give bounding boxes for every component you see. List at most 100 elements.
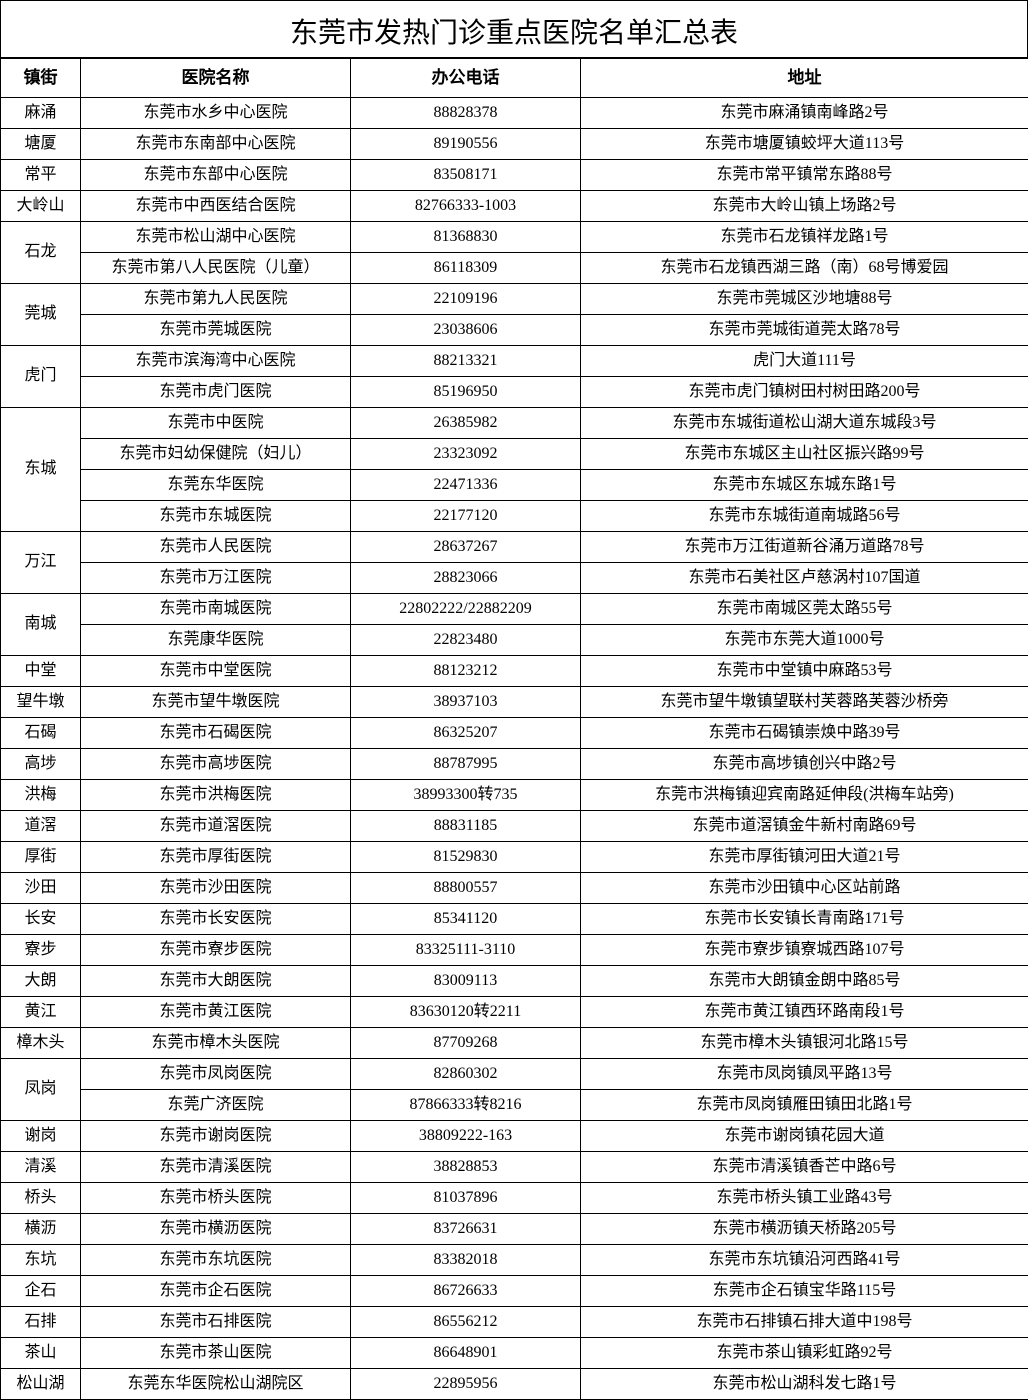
cell-address: 东莞市长安镇长青南路171号 (581, 903, 1028, 934)
cell-phone: 83325111-3110 (351, 934, 581, 965)
table-row: 大岭山东莞市中西医结合医院82766333-1003东莞市大岭山镇上场路2号 (1, 190, 1028, 221)
cell-address: 东莞市东坑镇沿河西路41号 (581, 1244, 1028, 1275)
table-row: 东坑东莞市东坑医院83382018东莞市东坑镇沿河西路41号 (1, 1244, 1028, 1275)
cell-hospital: 东莞市中西医结合医院 (81, 190, 351, 221)
cell-address: 东莞市南城区莞太路55号 (581, 593, 1028, 624)
cell-phone: 82860302 (351, 1058, 581, 1089)
cell-address: 东莞市樟木头镇银河北路15号 (581, 1027, 1028, 1058)
table-row: 桥头东莞市桥头医院81037896东莞市桥头镇工业路43号 (1, 1182, 1028, 1213)
cell-address: 东莞市清溪镇香芒中路6号 (581, 1151, 1028, 1182)
cell-hospital: 东莞市第九人民医院 (81, 283, 351, 314)
cell-phone: 86726633 (351, 1275, 581, 1306)
cell-phone: 81529830 (351, 841, 581, 872)
cell-hospital: 东莞市石碣医院 (81, 717, 351, 748)
table-row: 东莞市第八人民医院（儿童）86118309东莞市石龙镇西湖三路（南）68号博爱园 (1, 252, 1028, 283)
cell-phone: 87709268 (351, 1027, 581, 1058)
cell-town: 樟木头 (1, 1027, 81, 1058)
cell-hospital: 东莞市石排医院 (81, 1306, 351, 1337)
cell-phone: 28637267 (351, 531, 581, 562)
table-row: 松山湖东莞东华医院松山湖院区22895956东莞市松山湖科发七路1号 (1, 1368, 1028, 1399)
table-row: 南城东莞市南城医院22802222/22882209东莞市南城区莞太路55号 (1, 593, 1028, 624)
cell-hospital: 东莞广济医院 (81, 1089, 351, 1120)
cell-hospital: 东莞市滨海湾中心医院 (81, 345, 351, 376)
cell-town: 高埗 (1, 748, 81, 779)
cell-hospital: 东莞市大朗医院 (81, 965, 351, 996)
cell-hospital: 东莞市中堂医院 (81, 655, 351, 686)
cell-phone: 87866333转8216 (351, 1089, 581, 1120)
cell-phone: 85341120 (351, 903, 581, 934)
page-title: 东莞市发热门诊重点医院名单汇总表 (0, 0, 1028, 58)
cell-town: 横沥 (1, 1213, 81, 1244)
cell-phone: 22895956 (351, 1368, 581, 1399)
cell-hospital: 东莞市洪梅医院 (81, 779, 351, 810)
cell-address: 东莞市塘厦镇蛟坪大道113号 (581, 128, 1028, 159)
cell-town: 厚街 (1, 841, 81, 872)
cell-address: 东莞市莞城街道莞太路78号 (581, 314, 1028, 345)
cell-town: 沙田 (1, 872, 81, 903)
cell-town: 望牛墩 (1, 686, 81, 717)
table-row: 东莞康华医院22823480东莞市东莞大道1000号 (1, 624, 1028, 655)
cell-phone: 38993300转735 (351, 779, 581, 810)
cell-hospital: 东莞市第八人民医院（儿童） (81, 252, 351, 283)
table-row: 大朗东莞市大朗医院83009113东莞市大朗镇金朗中路85号 (1, 965, 1028, 996)
table-row: 东莞市莞城医院23038606东莞市莞城街道莞太路78号 (1, 314, 1028, 345)
cell-hospital: 东莞市沙田医院 (81, 872, 351, 903)
cell-hospital: 东莞市南城医院 (81, 593, 351, 624)
table-row: 中堂东莞市中堂医院88123212东莞市中堂镇中麻路53号 (1, 655, 1028, 686)
cell-hospital: 东莞市厚街医院 (81, 841, 351, 872)
table-row: 洪梅东莞市洪梅医院38993300转735东莞市洪梅镇迎宾南路延伸段(洪梅车站旁… (1, 779, 1028, 810)
cell-town: 东坑 (1, 1244, 81, 1275)
cell-phone: 86648901 (351, 1337, 581, 1368)
cell-address: 东莞市高埗镇创兴中路2号 (581, 748, 1028, 779)
cell-town: 万江 (1, 531, 81, 593)
table-row: 樟木头东莞市樟木头医院87709268东莞市樟木头镇银河北路15号 (1, 1027, 1028, 1058)
cell-phone: 23323092 (351, 438, 581, 469)
table-row: 横沥东莞市横沥医院83726631东莞市横沥镇天桥路205号 (1, 1213, 1028, 1244)
cell-phone: 38809222-163 (351, 1120, 581, 1151)
cell-hospital: 东莞市东坑医院 (81, 1244, 351, 1275)
cell-hospital: 东莞市妇幼保健院（妇儿） (81, 438, 351, 469)
cell-town: 中堂 (1, 655, 81, 686)
table-row: 塘厦东莞市东南部中心医院89190556东莞市塘厦镇蛟坪大道113号 (1, 128, 1028, 159)
header-phone: 办公电话 (351, 59, 581, 98)
cell-hospital: 东莞市望牛墩医院 (81, 686, 351, 717)
cell-address: 东莞市东城街道松山湖大道东城段3号 (581, 407, 1028, 438)
table-row: 清溪东莞市清溪医院38828853东莞市清溪镇香芒中路6号 (1, 1151, 1028, 1182)
cell-phone: 38828853 (351, 1151, 581, 1182)
table-row: 高埗东莞市高埗医院88787995东莞市高埗镇创兴中路2号 (1, 748, 1028, 779)
cell-address: 东莞市洪梅镇迎宾南路延伸段(洪梅车站旁) (581, 779, 1028, 810)
cell-address: 东莞市中堂镇中麻路53号 (581, 655, 1028, 686)
cell-hospital: 东莞市中医院 (81, 407, 351, 438)
cell-hospital: 东莞市企石医院 (81, 1275, 351, 1306)
table-row: 万江东莞市人民医院28637267东莞市万江街道新谷涌万道路78号 (1, 531, 1028, 562)
cell-town: 大朗 (1, 965, 81, 996)
table-row: 凤岗东莞市凤岗医院82860302东莞市凤岗镇凤平路13号 (1, 1058, 1028, 1089)
cell-town: 清溪 (1, 1151, 81, 1182)
cell-hospital: 东莞市清溪医院 (81, 1151, 351, 1182)
table-row: 东莞东华医院22471336东莞市东城区东城东路1号 (1, 469, 1028, 500)
cell-hospital: 东莞市人民医院 (81, 531, 351, 562)
cell-phone: 28823066 (351, 562, 581, 593)
cell-address: 东莞市麻涌镇南峰路2号 (581, 97, 1028, 128)
cell-hospital: 东莞市凤岗医院 (81, 1058, 351, 1089)
table-row: 东莞市虎门医院85196950东莞市虎门镇树田村树田路200号 (1, 376, 1028, 407)
cell-address: 东莞市石美社区卢慈涡村107国道 (581, 562, 1028, 593)
cell-phone: 88123212 (351, 655, 581, 686)
cell-phone: 38937103 (351, 686, 581, 717)
table-row: 麻涌东莞市水乡中心医院88828378东莞市麻涌镇南峰路2号 (1, 97, 1028, 128)
cell-hospital: 东莞市桥头医院 (81, 1182, 351, 1213)
cell-phone: 83382018 (351, 1244, 581, 1275)
cell-address: 东莞市企石镇宝华路115号 (581, 1275, 1028, 1306)
header-town: 镇街 (1, 59, 81, 98)
cell-address: 东莞市常平镇常东路88号 (581, 159, 1028, 190)
cell-address: 东莞市松山湖科发七路1号 (581, 1368, 1028, 1399)
table-row: 虎门东莞市滨海湾中心医院88213321虎门大道111号 (1, 345, 1028, 376)
cell-address: 东莞市厚街镇河田大道21号 (581, 841, 1028, 872)
cell-town: 松山湖 (1, 1368, 81, 1399)
cell-hospital: 东莞市水乡中心医院 (81, 97, 351, 128)
cell-hospital: 东莞市东部中心医院 (81, 159, 351, 190)
cell-phone: 81368830 (351, 221, 581, 252)
table-row: 东莞市万江医院28823066东莞市石美社区卢慈涡村107国道 (1, 562, 1028, 593)
cell-address: 东莞市沙田镇中心区站前路 (581, 872, 1028, 903)
cell-town: 常平 (1, 159, 81, 190)
